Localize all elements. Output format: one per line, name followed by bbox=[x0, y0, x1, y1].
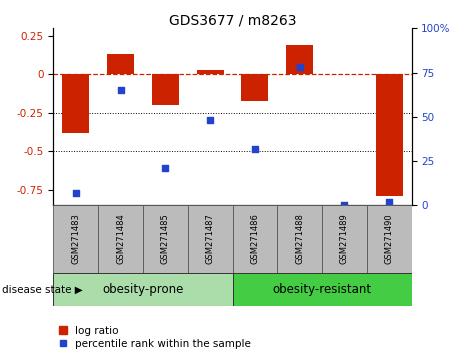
Bar bbox=[232, 205, 277, 273]
Bar bbox=[367, 205, 412, 273]
Text: GSM271490: GSM271490 bbox=[385, 213, 394, 264]
Bar bbox=[107, 55, 134, 74]
Point bbox=[162, 165, 169, 171]
Bar bbox=[322, 205, 367, 273]
Text: GSM271488: GSM271488 bbox=[295, 213, 304, 264]
Point bbox=[385, 199, 393, 205]
Point bbox=[341, 202, 348, 208]
Text: GSM271485: GSM271485 bbox=[161, 213, 170, 264]
Bar bbox=[152, 74, 179, 105]
Bar bbox=[232, 273, 412, 306]
Bar bbox=[286, 45, 313, 74]
Text: obesity-resistant: obesity-resistant bbox=[272, 283, 372, 296]
Bar bbox=[376, 74, 403, 196]
Bar bbox=[241, 74, 268, 101]
Point bbox=[117, 87, 124, 93]
Legend: log ratio, percentile rank within the sample: log ratio, percentile rank within the sa… bbox=[59, 326, 251, 349]
Text: GSM271489: GSM271489 bbox=[340, 213, 349, 264]
Text: GSM271486: GSM271486 bbox=[250, 213, 259, 264]
Text: GSM271483: GSM271483 bbox=[71, 213, 80, 264]
Title: GDS3677 / m8263: GDS3677 / m8263 bbox=[169, 13, 296, 27]
Bar bbox=[277, 205, 322, 273]
Point bbox=[206, 118, 214, 123]
Bar bbox=[98, 205, 143, 273]
Text: GSM271487: GSM271487 bbox=[206, 213, 215, 264]
Bar bbox=[188, 205, 232, 273]
Bar bbox=[197, 70, 224, 74]
Bar bbox=[53, 205, 98, 273]
Bar bbox=[143, 205, 188, 273]
Bar bbox=[53, 273, 232, 306]
Point bbox=[72, 190, 80, 196]
Text: disease state ▶: disease state ▶ bbox=[2, 284, 83, 295]
Text: obesity-prone: obesity-prone bbox=[102, 283, 184, 296]
Point bbox=[296, 64, 303, 70]
Text: GSM271484: GSM271484 bbox=[116, 213, 125, 264]
Bar bbox=[62, 74, 89, 133]
Point bbox=[251, 146, 259, 152]
